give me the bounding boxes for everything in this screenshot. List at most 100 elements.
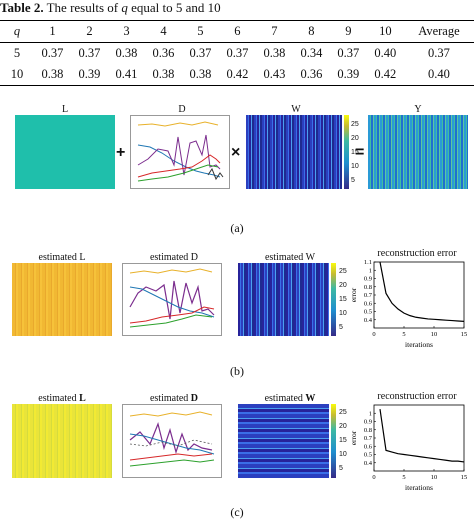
D-curve-black [207,167,224,181]
label-est-L-c-bold: L [79,393,86,404]
label-Y: Y [414,104,422,115]
table-cell: 0.38 [181,64,219,86]
x-tick-label: 5 [402,474,405,481]
colorbar-a [344,115,349,189]
table-cell: 0.40 [374,46,397,60]
y-tick-label: 1 [369,267,372,274]
D-curve-red [129,453,213,461]
cb-b-tick: 15 [339,296,347,303]
cb-a-tick: 15 [351,149,359,156]
panel-est-L-b [12,263,112,336]
err-title-b: reconstruction error [377,248,457,259]
table-row: 5 0.37 0.37 0.38 0.36 0.37 0.37 0.38 0.3… [0,43,474,65]
colorbar-c [331,404,336,478]
table-cell: 5 [13,46,21,60]
header-cell: 9 [329,20,367,43]
D-curve-blue [129,286,215,318]
x-axis-label: iterations [405,340,433,349]
header-cell: 4 [144,20,182,43]
y-tick-label: 1 [369,410,372,417]
D-curve-purple [129,422,213,455]
header-cell: 7 [255,20,293,43]
table-cell: 10 [0,64,34,86]
x-axis-label: iterations [405,483,433,492]
table-caption-text: The results of [46,0,119,15]
table-caption-tail: equal to 5 and 10 [131,0,221,15]
times-operator: × [231,144,241,161]
x-tick-label: 5 [402,331,405,338]
x-tick-label: 10 [431,474,438,481]
table-cell: 0.38 [34,64,71,86]
table-cell: 0.40 [403,64,474,86]
table-cell: 0.39 [329,64,367,86]
cb-c-tick: 5 [339,465,343,472]
table-cell: 0.37 [78,46,101,60]
label-est-D-c-pre: estimated [149,393,189,404]
header-cell: 6 [218,20,256,43]
table-cell: 0.36 [152,46,175,60]
y-axis-label: error [350,430,358,445]
panel-L [15,115,115,189]
cb-c-tick: 25 [339,409,347,416]
cb-c-tick: 15 [339,437,347,444]
x-tick-label: 15 [461,331,468,338]
caption-b: (b) [230,364,244,378]
results-table: q 1 2 3 4 5 6 7 8 9 10 Average 5 0.37 0.… [0,20,474,86]
label-est-D-c-bold: D [190,393,199,404]
panel-Y [368,115,468,189]
label-est-W-c: estimated W [240,393,340,404]
x-tick-label: 10 [431,331,438,338]
error-series-line [379,261,465,322]
cb-a-tick: 10 [351,163,359,170]
label-est-W-c-bold: W [305,393,316,404]
table-cell: 0.43 [255,64,293,86]
header-cell: 2 [70,20,108,43]
header-cell: 10 [366,20,404,43]
y-tick-label: 0.8 [364,427,372,434]
label-L: L [61,104,69,115]
label-D: D [178,104,186,115]
label-est-L-b: estimated L [38,252,86,263]
error-series-line [379,409,465,463]
cb-a-tick: 25 [351,121,359,128]
table-cell: 0.37 [427,46,450,60]
caption-a: (a) [230,221,244,235]
error-chart-b: 0 5 10 15 1.11 0.90.80.70.6 0.50.4 iterations er… [350,259,468,349]
table-caption-label: Table 2. [0,0,44,15]
D-curve-red [129,306,215,324]
plus-operator: + [116,144,126,161]
panel-est-L-c [12,404,112,478]
plot-area [373,404,465,472]
y-tick-label: 0.5 [364,452,372,459]
x-tick-label: 0 [372,331,375,338]
y-tick-label: 0.9 [364,419,372,426]
panel-est-W-c [238,404,329,478]
label-est-W-c-pre: estimated [264,393,303,404]
err-title-c: reconstruction error [377,391,457,402]
panel-W-heatmap [246,115,342,189]
D-curve-yellow [129,268,213,274]
equals-operator: = [355,144,365,161]
y-tick-label: 0.4 [364,460,373,467]
D-curve-yellow [129,411,213,417]
colorbar-b [331,263,336,336]
table-header-row: q 1 2 3 4 5 6 7 8 9 10 Average [0,20,474,43]
cb-b-tick: 20 [339,282,347,289]
table-cell: 0.37 [337,46,360,60]
D-curve-yellow [137,121,219,127]
cb-b-tick: 10 [339,310,347,317]
header-average: Average [403,20,474,43]
cb-a-tick: 5 [351,177,355,184]
cb-b-tick: 25 [339,268,347,275]
y-tick-label: 0.7 [364,435,373,442]
label-est-D-b: estimated D [149,252,199,263]
table-cell: 0.36 [292,64,330,86]
y-tick-label: 0.5 [364,309,372,316]
table-cell: 0.42 [366,64,404,86]
y-axis-label: error [350,287,358,302]
y-tick-label: 0.9 [364,276,372,283]
header-cell: 5 [181,20,219,43]
y-tick-label: 0.8 [364,284,372,291]
table-row: 10 0.38 0.39 0.41 0.38 0.38 0.42 0.43 0.… [0,64,474,86]
panel-est-D-c [122,404,222,478]
